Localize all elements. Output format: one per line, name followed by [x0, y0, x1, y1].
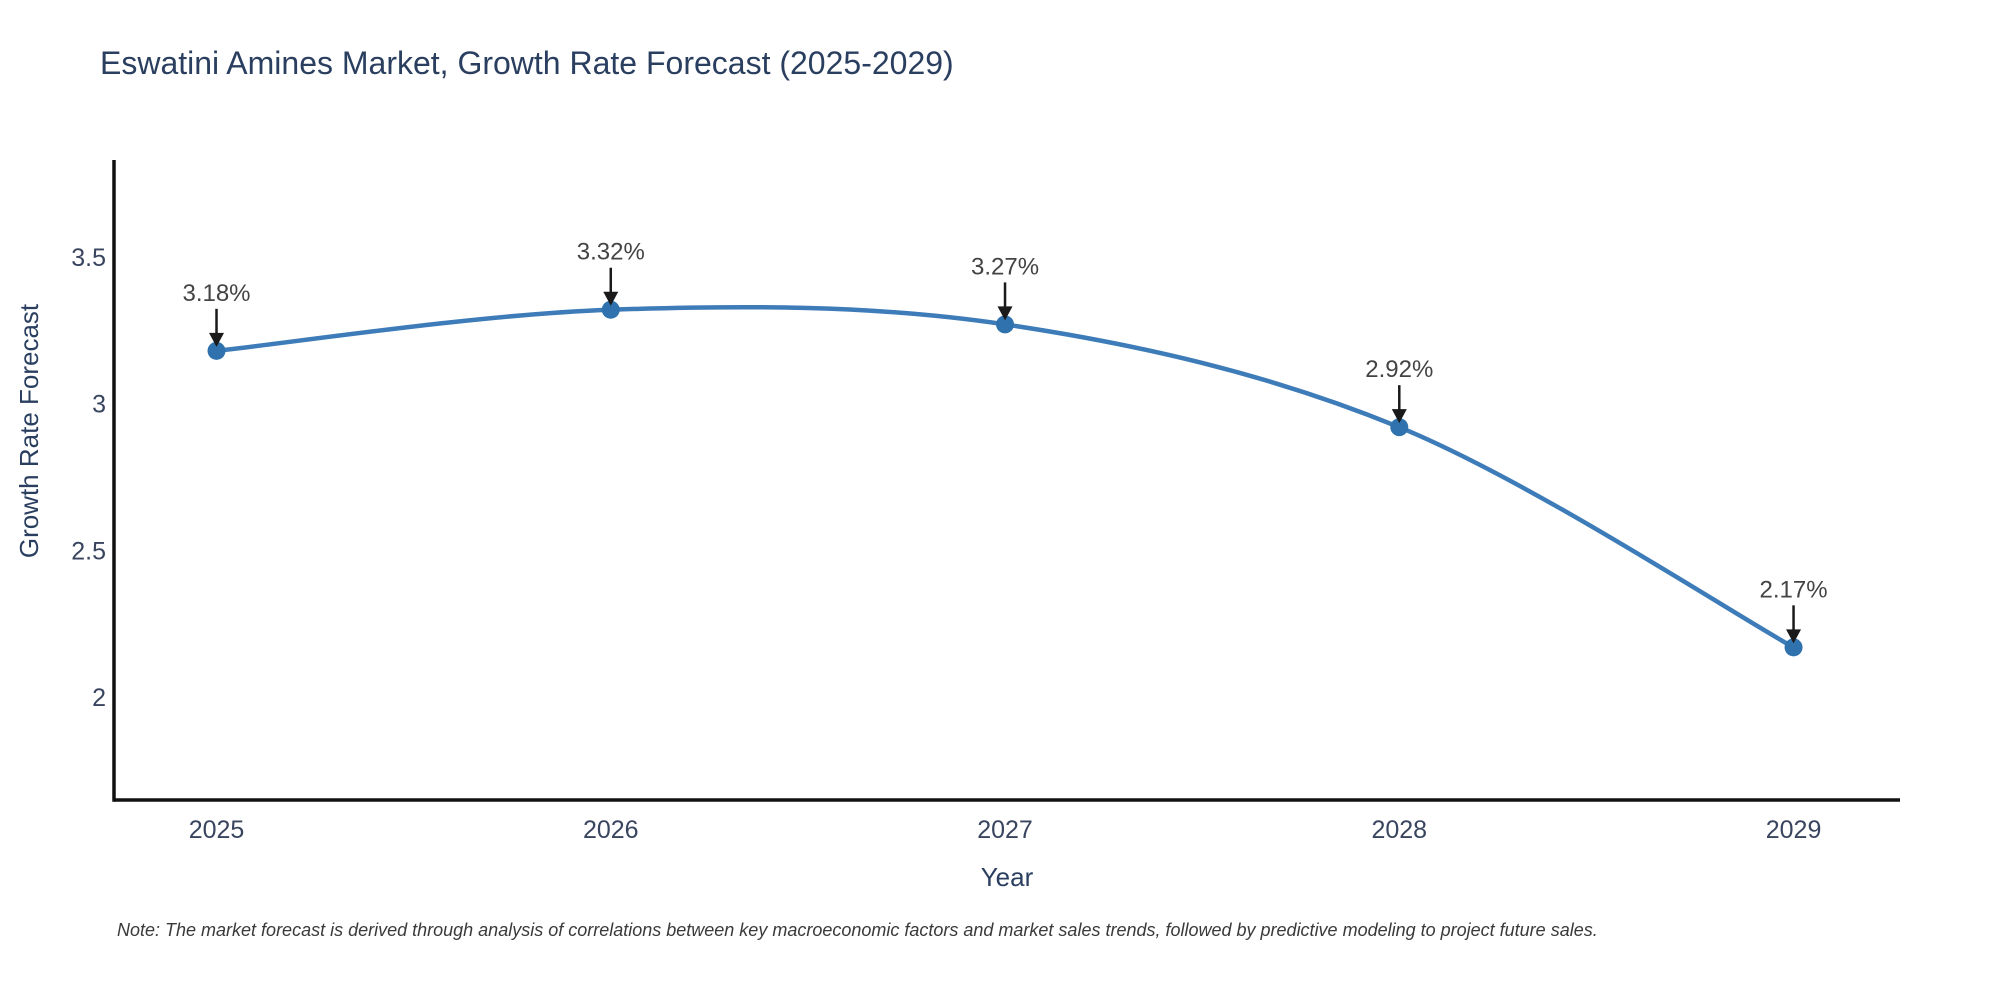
annotation-label: 3.18% — [182, 280, 250, 307]
data-point-marker[interactable] — [207, 341, 226, 360]
y-axis-title: Growth Rate Forecast — [14, 303, 44, 558]
footnote: Note: The market forecast is derived thr… — [117, 920, 1598, 940]
y-tick-label: 3.5 — [71, 244, 106, 272]
annotation-label: 2.17% — [1760, 576, 1828, 603]
x-tick-label: 2026 — [583, 816, 639, 844]
annotation-arrowhead-icon — [209, 332, 225, 347]
data-point-marker[interactable] — [996, 315, 1015, 334]
x-axis-title: Year — [981, 862, 1034, 892]
annotation-label: 3.27% — [971, 253, 1039, 280]
annotation-label: 3.32% — [577, 239, 645, 266]
x-tick-label: 2028 — [1371, 816, 1427, 844]
data-point-marker[interactable] — [1784, 638, 1803, 657]
y-tick-label: 2.5 — [71, 537, 106, 565]
y-tick-label: 3 — [92, 391, 106, 419]
x-tick-label: 2025 — [189, 816, 245, 844]
annotation-arrowhead-icon — [997, 306, 1013, 321]
annotation-arrowhead-icon — [1786, 629, 1802, 644]
chart-title: Eswatini Amines Market, Growth Rate Fore… — [100, 45, 954, 81]
y-tick-label: 2 — [92, 684, 106, 712]
x-tick-label: 2029 — [1766, 816, 1822, 844]
x-tick-label: 2027 — [977, 816, 1033, 844]
annotation-arrowhead-icon — [603, 291, 619, 306]
series-line — [214, 304, 1796, 650]
data-point-marker[interactable] — [601, 300, 620, 319]
data-point-marker[interactable] — [1390, 418, 1409, 437]
annotation-arrowhead-icon — [1391, 409, 1407, 424]
annotation-label: 2.92% — [1365, 356, 1433, 383]
